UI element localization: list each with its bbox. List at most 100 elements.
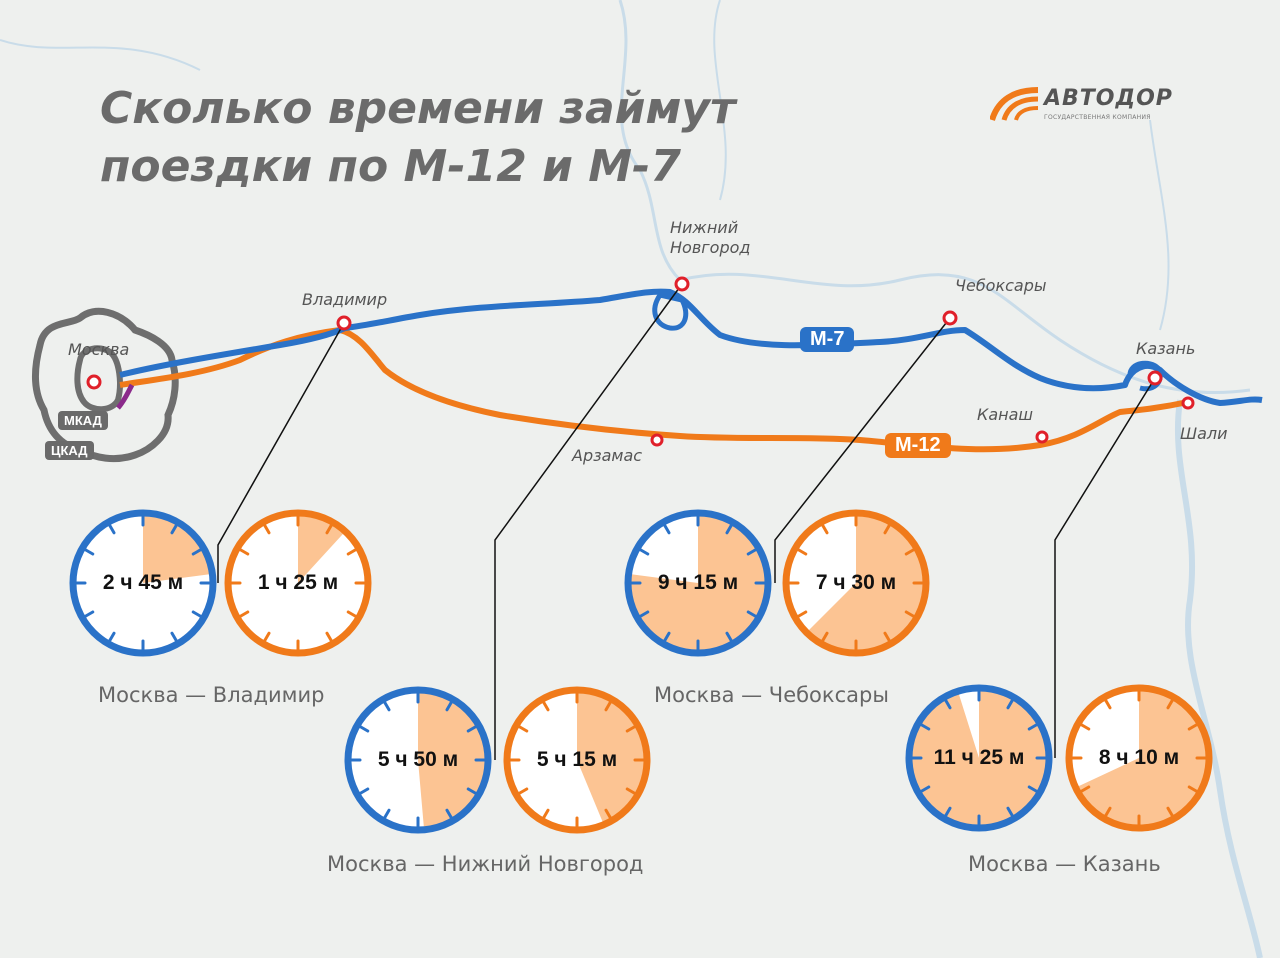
dial-nizhny-m12-tick	[517, 787, 529, 795]
dial-nizhny-m12-rim	[503, 686, 651, 834]
dial-vladimir-m12-tick	[346, 548, 358, 556]
city-kanash: Канаш	[977, 405, 1034, 424]
title-line-1: Сколько времени займут	[100, 83, 736, 134]
dial-nizhny-m7-tick	[383, 808, 391, 820]
dial-cheboksary-m7-tick	[663, 631, 671, 643]
marker-vladimir	[336, 315, 352, 331]
caption-cheboksary: Москва — Чебоксары	[654, 683, 889, 707]
dial-kazan-m7-tick	[1027, 785, 1039, 793]
dial-cheboksary-m7-tick	[725, 523, 733, 535]
dial-kazan-m7-tick	[919, 723, 931, 731]
dial-nizhny-m12-tick	[604, 700, 612, 712]
dial-kazan-m7-fill	[909, 688, 1050, 828]
dial-cheboksary-m12-tick	[904, 610, 916, 618]
m7-road	[119, 288, 1263, 406]
dial-vladimir-m7-tick	[191, 610, 203, 618]
dial-vladimir-m7-rim	[69, 509, 217, 657]
dial-vladimir-m12-tick	[263, 523, 271, 535]
city-cheboksary: Чебоксары	[955, 276, 1047, 295]
dial-nizhny-m12-tick	[625, 725, 637, 733]
m7-kazan-loop	[1127, 360, 1163, 392]
dial-kazan-m12-tick	[1187, 785, 1199, 793]
marker-kanash	[1035, 430, 1049, 444]
dial-kazan-m7-time: 11 ч 25 м	[933, 746, 1025, 769]
dial-cheboksary-m12-tick	[796, 548, 808, 556]
dial-kazan-m7-tick	[1006, 698, 1014, 710]
dial-kazan-m12-tick	[1104, 806, 1112, 818]
dial-nizhny-m12-tick	[542, 808, 550, 820]
dial-cheboksary-m12-fill	[806, 513, 926, 653]
dial-vladimir-m7-tick	[83, 610, 95, 618]
dial-vladimir-m7-tick	[83, 548, 95, 556]
dial-cheboksary-m12-tick	[883, 631, 891, 643]
dial-cheboksary-m7-tick	[746, 610, 758, 618]
marker-nizhny	[674, 276, 690, 292]
caption-vladimir: Москва — Владимир	[98, 683, 325, 707]
avtodor-logo-mark	[990, 87, 1039, 122]
dial-kazan-m7-rim	[905, 684, 1053, 832]
dial-kazan-m12-tick	[1187, 723, 1199, 731]
title-line-2: поездки по М-12 и М-7	[100, 141, 681, 192]
dial-vladimir-m7-fill	[143, 513, 213, 583]
city-kazan: Казань	[1136, 339, 1196, 358]
dial-nizhny-m7-tick	[466, 725, 478, 733]
dial-cheboksary-m7-tick	[638, 548, 650, 556]
m12-label: М-12	[885, 433, 951, 458]
dial-vladimir-m7-tick	[191, 548, 203, 556]
dial-vladimir-m7-tick	[170, 523, 178, 535]
caption-kazan: Москва — Казань	[968, 852, 1161, 876]
dial-nizhny-m7-tick	[445, 808, 453, 820]
dial-kazan-m7-tick	[1027, 723, 1039, 731]
dial-nizhny-m12-tick	[625, 787, 637, 795]
m7-nn-loop	[652, 292, 689, 331]
city-markers	[86, 276, 1195, 447]
marker-shali	[1181, 396, 1195, 410]
mkad-ring	[74, 345, 123, 413]
dial-cheboksary-m7-tick	[746, 548, 758, 556]
dial-cheboksary-m7-tick	[725, 631, 733, 643]
dial-nizhny-m7-tick	[445, 700, 453, 712]
dial-vladimir-m12-tick	[325, 523, 333, 535]
dial-kazan-m12-tick	[1079, 785, 1091, 793]
dial-kazan-m7-tick	[944, 806, 952, 818]
dial-cheboksary-m12-tick	[821, 523, 829, 535]
dial-vladimir-m12-time: 1 ч 25 м	[257, 571, 339, 594]
city-shali: Шали	[1180, 424, 1228, 443]
dial-nizhny-m7-tick	[383, 700, 391, 712]
dial-cheboksary-m7-tick	[663, 523, 671, 535]
city-vladimir: Владимир	[302, 290, 388, 309]
dial-nizhny-m12-tick	[517, 725, 529, 733]
dial-cheboksary-m7-rim	[624, 509, 772, 657]
dial-kazan-m7-tick	[944, 698, 952, 710]
tskad-label: ЦКАД	[45, 441, 94, 460]
dial-nizhny-m7-tick	[466, 787, 478, 795]
dial-vladimir-m12-fill	[298, 513, 346, 583]
dial-cheboksary-m7-tick	[638, 610, 650, 618]
time-dials	[69, 509, 1213, 834]
marker-arzamas	[650, 433, 664, 447]
dial-kazan-m7-tick	[919, 785, 931, 793]
dial-kazan-m12-fill	[1075, 688, 1209, 828]
dial-vladimir-m12-tick	[263, 631, 271, 643]
dial-vladimir-m7-time: 2 ч 45 м	[102, 571, 184, 594]
city-arzamas: Арзамас	[572, 446, 643, 465]
mkad-label: МКАД	[58, 411, 108, 430]
dial-cheboksary-m12-tick	[796, 610, 808, 618]
dial-cheboksary-m12-rim	[782, 509, 930, 657]
dial-kazan-m12-tick	[1079, 723, 1091, 731]
dial-vladimir-m7-tick	[108, 631, 116, 643]
dial-vladimir-m12-tick	[325, 631, 333, 643]
caption-nizhny: Москва — Нижний Новгород	[327, 852, 644, 876]
dial-cheboksary-m7-fill	[628, 513, 769, 653]
dial-kazan-m12-time: 8 ч 10 м	[1098, 746, 1180, 769]
dial-cheboksary-m12-time: 7 ч 30 м	[815, 571, 897, 594]
dial-vladimir-m12-tick	[238, 548, 250, 556]
city-moscow: Москва	[68, 340, 130, 359]
dial-nizhny-m7-tick	[358, 725, 370, 733]
dial-nizhny-m7-rim	[344, 686, 492, 834]
dial-nizhny-m7-time: 5 ч 50 м	[377, 748, 459, 771]
dial-vladimir-m7-tick	[170, 631, 178, 643]
dial-kazan-m12-tick	[1166, 698, 1174, 710]
